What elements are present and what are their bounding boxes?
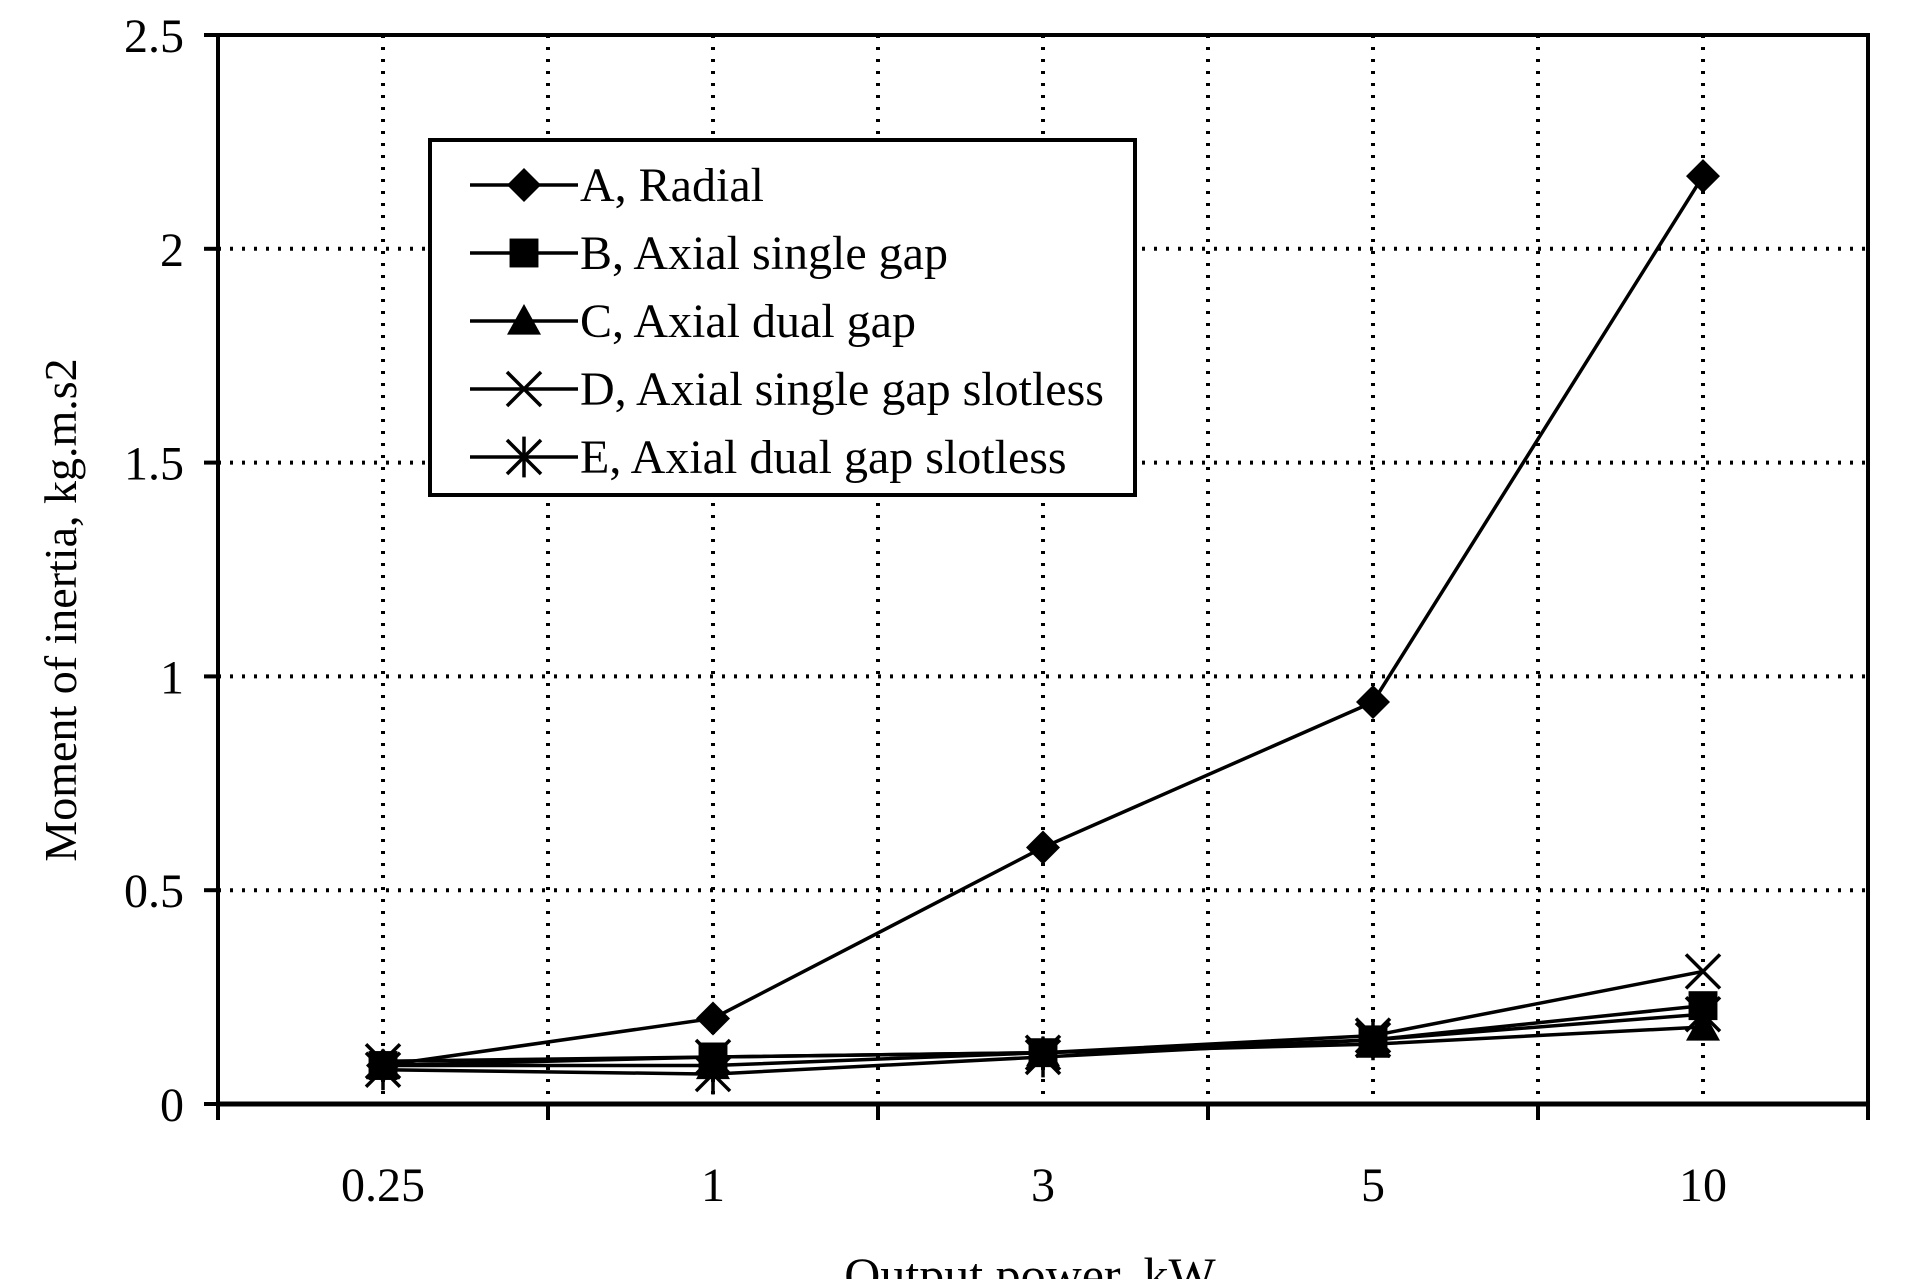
y-tick-label: 0.5: [124, 865, 184, 918]
legend-label: D, Axial single gap slotless: [580, 363, 1104, 416]
axes: 0 0.5 1 1.5 2 2.5 0.25 1 3 5 10: [124, 10, 1870, 1212]
data-point-diamond: [1026, 830, 1060, 865]
data-point-asterisk: [1684, 993, 1722, 1035]
legend-label: A, Radial: [580, 159, 764, 212]
x-axis-title: Output power, kW: [844, 1247, 1216, 1279]
legend: A, Radial B, Axial single gap C, Axial dua…: [428, 138, 1137, 497]
data-point-asterisk: [1024, 1036, 1062, 1078]
legend-item: D, Axial single gap slotless: [470, 363, 1104, 416]
y-tick-label: 2: [160, 224, 184, 277]
legend-label: B, Axial single gap: [580, 227, 948, 280]
data-point-asterisk: [1354, 1019, 1392, 1061]
series-layer: [364, 159, 1722, 1095]
legend-item: C, Axial dual gap: [470, 295, 916, 348]
y-axis-title: Moment of inertia, kg.m.s2: [35, 358, 86, 861]
data-point-asterisk: [364, 1049, 402, 1091]
data-point-x: [1684, 953, 1722, 990]
data-point-diamond: [1686, 159, 1720, 194]
data-point-diamond: [696, 1001, 730, 1036]
grid: [218, 33, 1868, 1104]
data-point-x: [505, 370, 543, 408]
y-tick-label: 2.5: [124, 10, 184, 63]
legend-item: E, Axial dual gap slotless: [470, 431, 1067, 484]
legend-item: A, Radial: [470, 159, 764, 212]
data-point-triangle: [507, 304, 541, 335]
x-tick-label: 5: [1361, 1159, 1385, 1212]
x-tick-label: 0.25: [341, 1159, 425, 1212]
legend-label: C, Axial dual gap: [580, 295, 916, 348]
y-tick-label: 1.5: [124, 438, 184, 491]
legend-item: B, Axial single gap: [470, 227, 948, 280]
data-point-asterisk: [694, 1053, 732, 1095]
x-tick-label: 3: [1031, 1159, 1055, 1212]
legend-label: E, Axial dual gap slotless: [580, 431, 1067, 484]
y-tick-label: 0: [160, 1079, 184, 1132]
series-5: [364, 993, 1722, 1095]
data-point-square: [509, 238, 539, 268]
legend-box: [428, 138, 1137, 497]
x-tick-label: 1: [701, 1159, 725, 1212]
data-point-asterisk: [505, 436, 543, 478]
y-tick-label: 1: [160, 651, 184, 704]
data-point-diamond: [1356, 685, 1390, 720]
x-tick-label: 10: [1679, 1159, 1727, 1212]
data-point-diamond: [507, 168, 541, 202]
